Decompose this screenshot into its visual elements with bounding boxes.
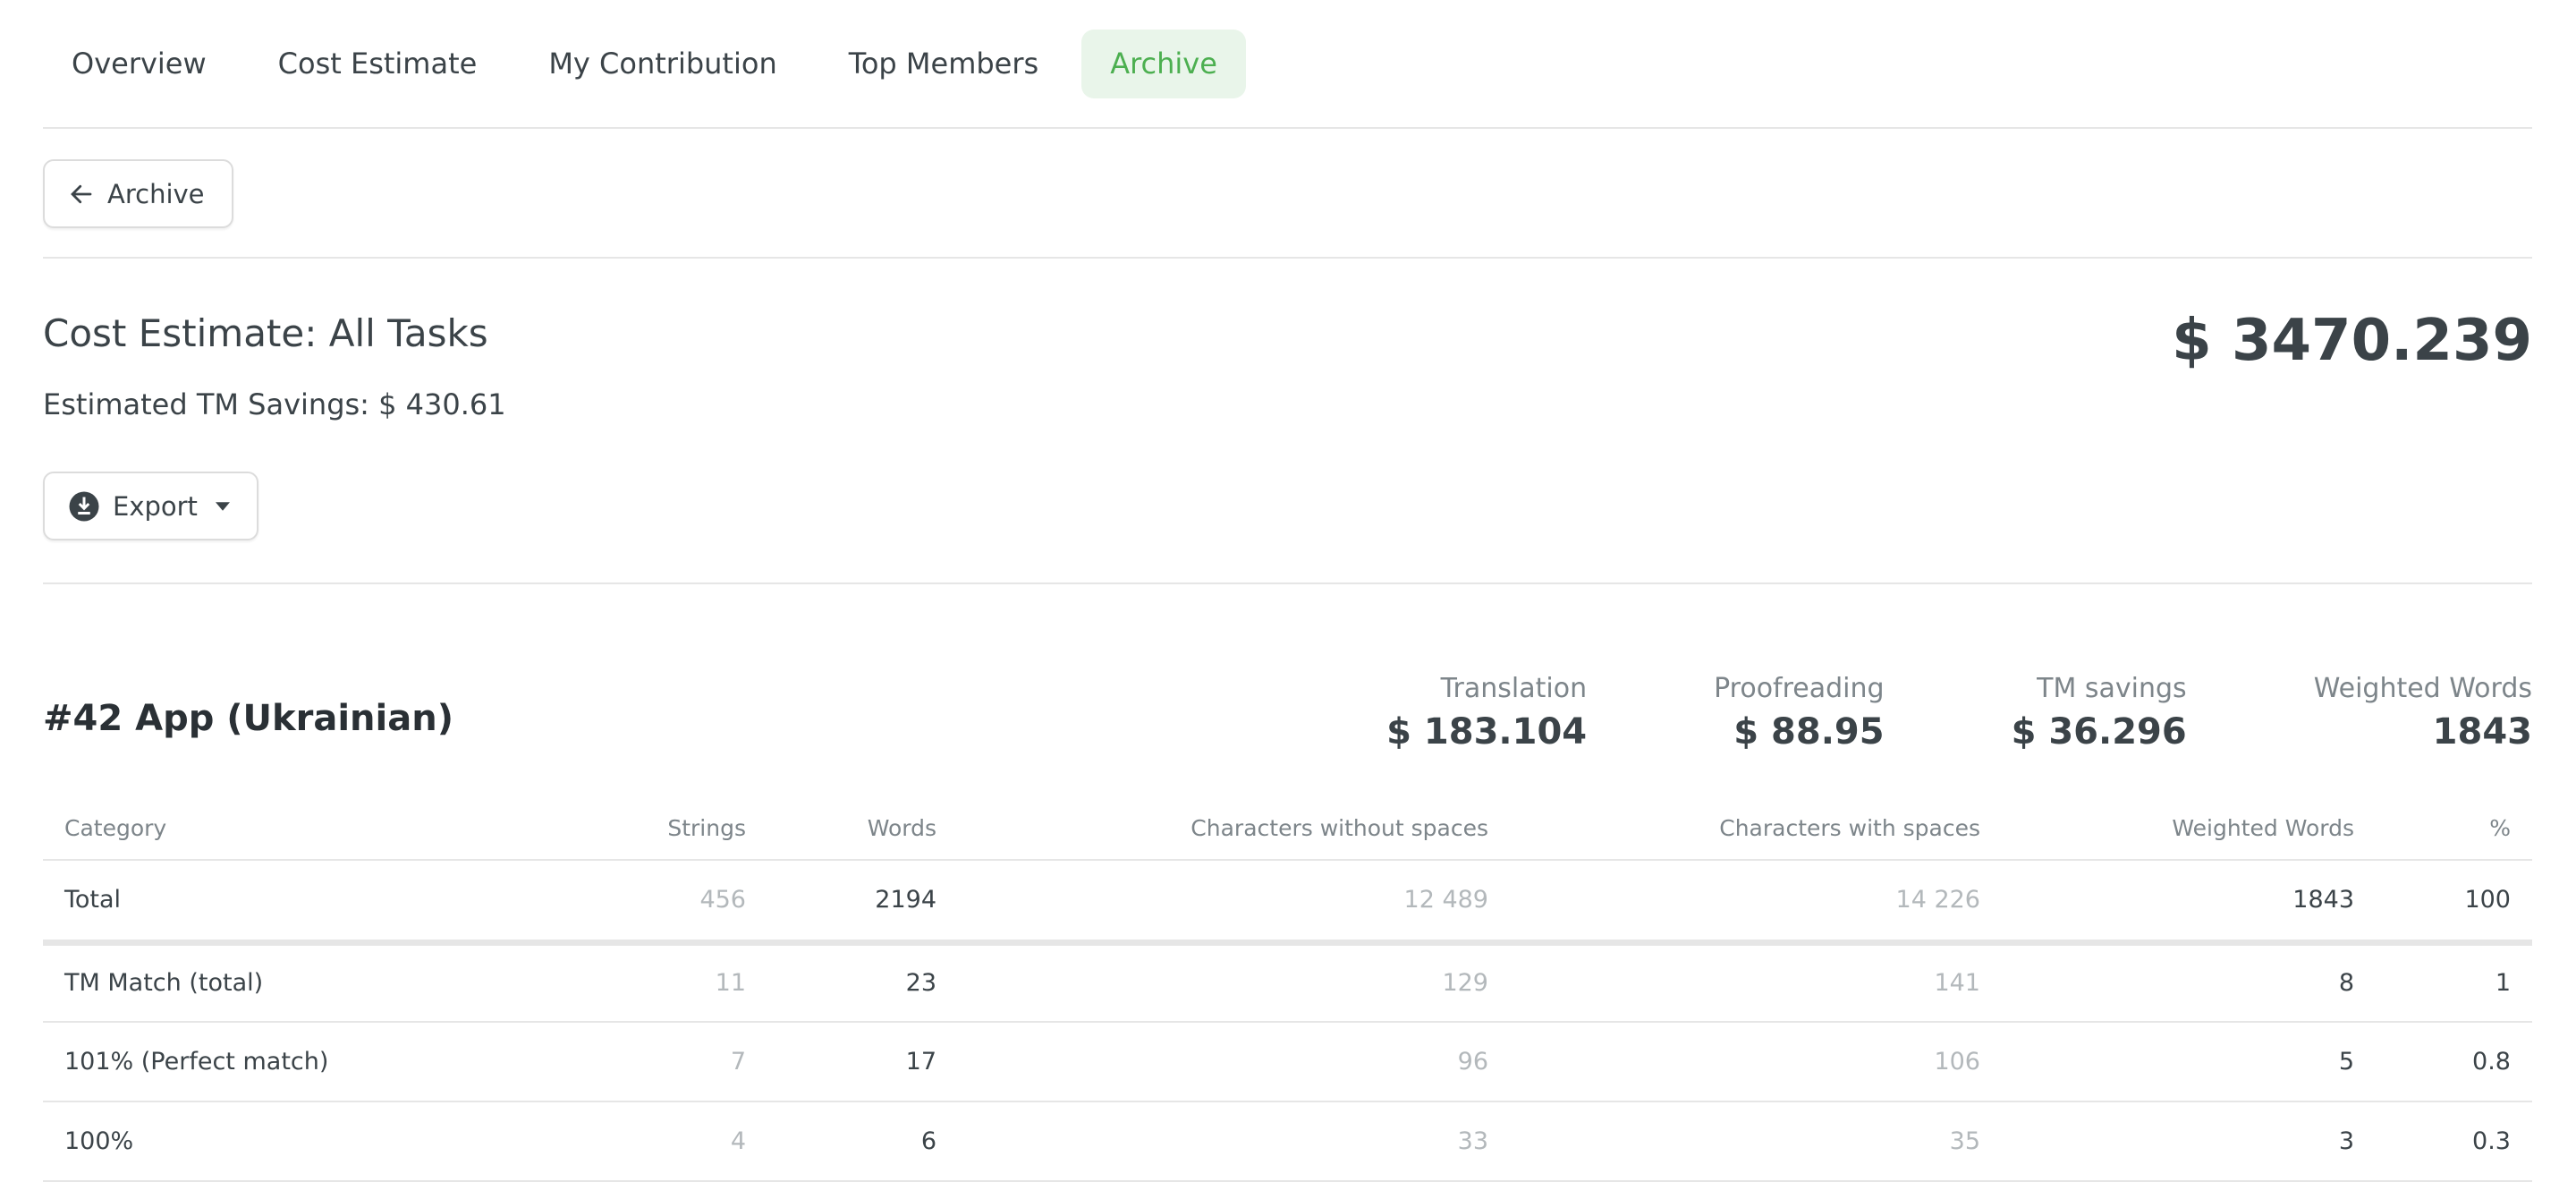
table-cell: 100	[2354, 860, 2532, 946]
column-header: Category	[43, 796, 580, 861]
stat-label: Weighted Words	[2313, 673, 2532, 704]
project-stats: Translation $ 183.104 Proofreading $ 88.95…	[1386, 673, 2532, 753]
table-cell: 100%	[43, 1101, 580, 1182]
arrow-left-icon	[71, 184, 92, 203]
caret-down-icon	[215, 501, 230, 511]
table-cell: 96	[936, 1022, 1488, 1102]
table-cell: 1843	[1980, 860, 2354, 946]
column-header: Characters without spaces	[936, 796, 1488, 861]
stat-translation: Translation $ 183.104	[1386, 673, 1587, 753]
estimated-tm-savings: Estimated TM Savings: $ 430.61	[43, 387, 506, 421]
project-title: #42 App (Ukrainian)	[43, 698, 453, 739]
stat-label: Translation	[1440, 673, 1588, 704]
export-label: Export	[113, 490, 198, 522]
table-cell: 3	[1980, 1101, 2354, 1182]
table-cell: 1	[2354, 942, 2532, 1023]
tab-my-contribution[interactable]: My Contribution	[548, 47, 777, 81]
column-header: Strings	[580, 796, 746, 861]
stat-tm-savings: TM savings $ 36.296	[2012, 673, 2187, 753]
table-cell: 12 489	[936, 860, 1488, 946]
table-cell: 11	[580, 942, 746, 1023]
table-cell: 4	[580, 1101, 746, 1182]
column-header: Weighted Words	[1980, 796, 2354, 861]
table-cell: 35	[1488, 1101, 1980, 1182]
table-header: Category Strings Words Characters without s…	[43, 796, 2532, 861]
table-cell: 17	[746, 1022, 936, 1102]
stat-value: 1843	[2432, 711, 2532, 753]
column-header: Characters with spaces	[1488, 796, 1980, 861]
column-header: Words	[746, 796, 936, 861]
table-cell: 106	[1488, 1022, 1980, 1102]
back-button-label: Archive	[107, 178, 205, 209]
stat-proofreading: Proofreading $ 88.95	[1714, 673, 1884, 753]
table-cell: 7	[580, 1022, 746, 1102]
table-cell: 5	[1980, 1022, 2354, 1102]
table-cell: 2194	[746, 860, 936, 946]
divider	[43, 257, 2532, 259]
table-cell: 23	[746, 942, 936, 1023]
tab-top-members[interactable]: Top Members	[848, 47, 1039, 81]
divider	[43, 127, 2532, 129]
table-row: 101% (Perfect match) 7 17 96 106 5 0.8	[43, 1022, 2532, 1102]
tab-cost-estimate[interactable]: Cost Estimate	[277, 47, 478, 81]
table-cell: 0.8	[2354, 1022, 2532, 1102]
export-button[interactable]: Export	[43, 472, 258, 540]
cost-table: Category Strings Words Characters without s…	[43, 796, 2532, 1182]
table-cell: 101% (Perfect match)	[43, 1022, 580, 1102]
table-row: 100% 4 6 33 35 3 0.3	[43, 1101, 2532, 1182]
table-cell: 0.3	[2354, 1101, 2532, 1182]
download-circle-icon	[69, 491, 99, 521]
table-row: TM Match (total) 11 23 129 141 8 1	[43, 942, 2532, 1023]
table-cell: 14 226	[1488, 860, 1980, 946]
stat-value: $ 36.296	[2011, 711, 2187, 753]
tab-bar: Overview Cost Estimate My Contribution T…	[43, 30, 1260, 98]
stat-value: $ 88.95	[1733, 711, 1885, 753]
table-cell: 456	[580, 860, 746, 946]
column-header: %	[2354, 796, 2532, 861]
stat-weighted-words: Weighted Words 1843	[2314, 673, 2532, 753]
back-to-archive-button[interactable]: Archive	[43, 159, 233, 228]
table-cell: 141	[1488, 942, 1980, 1023]
divider	[43, 582, 2532, 584]
table-cell: TM Match (total)	[43, 942, 580, 1023]
total-cost: $ 3470.239	[2172, 308, 2532, 374]
stat-label: TM savings	[2037, 673, 2187, 704]
tab-archive[interactable]: Archive	[1081, 30, 1246, 98]
table-cell: 33	[936, 1101, 1488, 1182]
stat-value: $ 183.104	[1386, 711, 1588, 753]
table-cell: 6	[746, 1101, 936, 1182]
table-cell: 129	[936, 942, 1488, 1023]
table-cell: 8	[1980, 942, 2354, 1023]
stat-label: Proofreading	[1714, 673, 1885, 704]
table-cell: Total	[43, 860, 580, 946]
page-title: Cost Estimate: All Tasks	[43, 311, 488, 355]
tab-overview[interactable]: Overview	[72, 47, 207, 81]
table-row: Total 456 2194 12 489 14 226 1843 100	[43, 860, 2532, 946]
